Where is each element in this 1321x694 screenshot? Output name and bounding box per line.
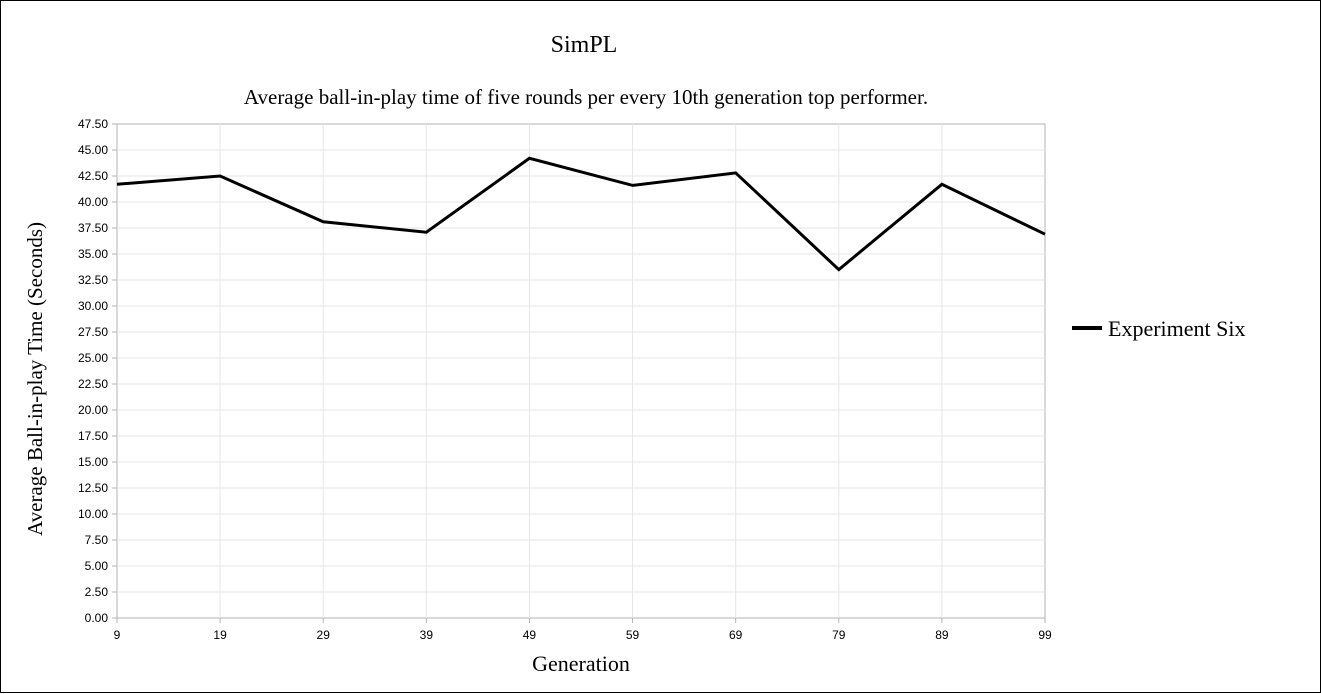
- plot-area: [117, 124, 1045, 618]
- y-tick-label: 35.00: [78, 247, 108, 261]
- x-tick-label: 59: [626, 628, 640, 642]
- x-tick-label: 29: [317, 628, 331, 642]
- y-axis-label: Average Ball-in-play Time (Seconds): [23, 222, 47, 536]
- y-tick-label: 0.00: [85, 611, 109, 625]
- x-tick-label: 69: [729, 628, 743, 642]
- chart-title: SimPL: [551, 32, 618, 58]
- y-tick-label: 42.50: [78, 169, 108, 183]
- chart-subtitle: Average ball-in-play time of five rounds…: [244, 85, 928, 109]
- y-tick-label: 47.50: [78, 117, 108, 131]
- y-tick-label: 30.00: [78, 299, 108, 313]
- y-tick-label: 7.50: [85, 533, 109, 547]
- x-tick-label: 99: [1038, 628, 1052, 642]
- x-tick-label: 39: [420, 628, 434, 642]
- legend-label-experiment-six: Experiment Six: [1108, 316, 1245, 341]
- y-tick-label: 20.00: [78, 403, 108, 417]
- y-tick-label: 37.50: [78, 221, 108, 235]
- y-tick-label: 12.50: [78, 481, 108, 495]
- x-tick-label: 9: [114, 628, 121, 642]
- y-tick-label: 27.50: [78, 325, 108, 339]
- y-tick-label: 15.00: [78, 455, 108, 469]
- y-tick-label: 32.50: [78, 273, 108, 287]
- y-tick-label: 40.00: [78, 195, 108, 209]
- y-tick-label: 25.00: [78, 351, 108, 365]
- x-tick-label: 79: [832, 628, 846, 642]
- y-tick-label: 10.00: [78, 507, 108, 521]
- y-tick-label: 45.00: [78, 143, 108, 157]
- legend: Experiment Six: [1072, 316, 1245, 341]
- x-axis-label: Generation: [532, 651, 630, 676]
- y-tick-label: 17.50: [78, 429, 108, 443]
- x-tick-label: 19: [213, 628, 227, 642]
- y-tick-label: 2.50: [85, 585, 109, 599]
- y-axis-ticks: 0.00 2.50 5.00 7.50 10.00 12.50 15.00 17.50 20.0…: [78, 117, 117, 625]
- x-axis-ticks: 9 19 29 39 49 59 69 79 89 99: [114, 618, 1052, 642]
- x-tick-label: 49: [523, 628, 537, 642]
- y-tick-label: 22.50: [78, 377, 108, 391]
- y-tick-label: 5.00: [85, 559, 109, 573]
- x-tick-label: 89: [935, 628, 949, 642]
